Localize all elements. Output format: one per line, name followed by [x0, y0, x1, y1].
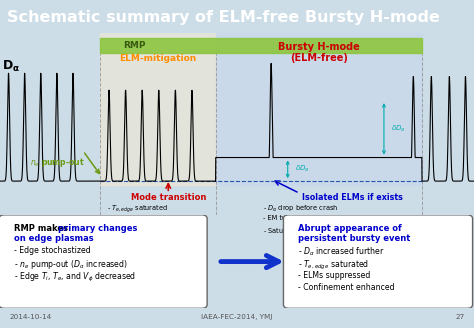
Bar — [100, 30, 216, 184]
Text: Schematic summary of ELM-free Bursty H-mode: Schematic summary of ELM-free Bursty H-m… — [7, 10, 440, 25]
Text: Mode transition: Mode transition — [130, 193, 206, 202]
Text: Bursty H-mode
(ELM-free): Bursty H-mode (ELM-free) — [278, 42, 360, 63]
Text: Abrupt appearance of: Abrupt appearance of — [298, 224, 401, 233]
Text: 27: 27 — [455, 314, 465, 320]
Text: - $T_{e,edge}$ saturated: - $T_{e,edge}$ saturated — [107, 203, 168, 215]
Text: IAEA-FEC-2014, YMJ: IAEA-FEC-2014, YMJ — [201, 314, 273, 320]
Bar — [100, 38, 422, 53]
Text: - $n_e$ pump-out ($D_{\alpha}$ increased): - $n_e$ pump-out ($D_{\alpha}$ increased… — [14, 258, 128, 272]
Text: - Saturated $T_{e,edge}$ resumes growing: - Saturated $T_{e,edge}$ resumes growing — [263, 226, 384, 238]
Text: - Edge $T_i$, $T_e$, and $V_{\phi}$ decreased: - Edge $T_i$, $T_e$, and $V_{\phi}$ decr… — [14, 271, 137, 284]
Text: $\delta D_{\alpha}$: $\delta D_{\alpha}$ — [295, 164, 310, 174]
Text: - $T_{e,edge}$ saturated: - $T_{e,edge}$ saturated — [298, 258, 369, 272]
Text: - Edge stochastized: - Edge stochastized — [14, 246, 91, 255]
Text: - $D_{\alpha}$ increased further: - $D_{\alpha}$ increased further — [107, 215, 181, 225]
FancyBboxPatch shape — [283, 215, 473, 308]
Text: on edge plasmas: on edge plasmas — [14, 234, 94, 243]
Text: Isolated ELMs if exists: Isolated ELMs if exists — [302, 193, 403, 202]
FancyBboxPatch shape — [0, 215, 207, 308]
Text: - ELMs suppressed: - ELMs suppressed — [298, 271, 370, 280]
Text: RMP makes: RMP makes — [14, 224, 71, 233]
Text: primary changes: primary changes — [58, 224, 137, 233]
Text: $n_e$ pump-out: $n_e$ pump-out — [29, 156, 84, 169]
Bar — [216, 30, 422, 184]
Text: - EM turbulence cleaned up: - EM turbulence cleaned up — [263, 215, 355, 221]
Text: $\delta D_{\alpha}$: $\delta D_{\alpha}$ — [391, 124, 406, 134]
Text: ELM-mitigation: ELM-mitigation — [119, 54, 196, 63]
Text: - Confinement enhanced: - Confinement enhanced — [298, 283, 394, 292]
Text: 2014-10-14: 2014-10-14 — [9, 314, 52, 320]
Text: persistent bursty event: persistent bursty event — [298, 234, 410, 243]
Text: - dB/dt fluctuation increased: - dB/dt fluctuation increased — [107, 226, 201, 232]
Text: $\mathbf{D_{\alpha}}$: $\mathbf{D_{\alpha}}$ — [2, 59, 20, 74]
Text: - $D_{\alpha}$ increased further: - $D_{\alpha}$ increased further — [298, 246, 384, 258]
Text: - $D_{\alpha}$ drop before crash: - $D_{\alpha}$ drop before crash — [263, 203, 338, 214]
Text: RMP: RMP — [123, 41, 146, 50]
